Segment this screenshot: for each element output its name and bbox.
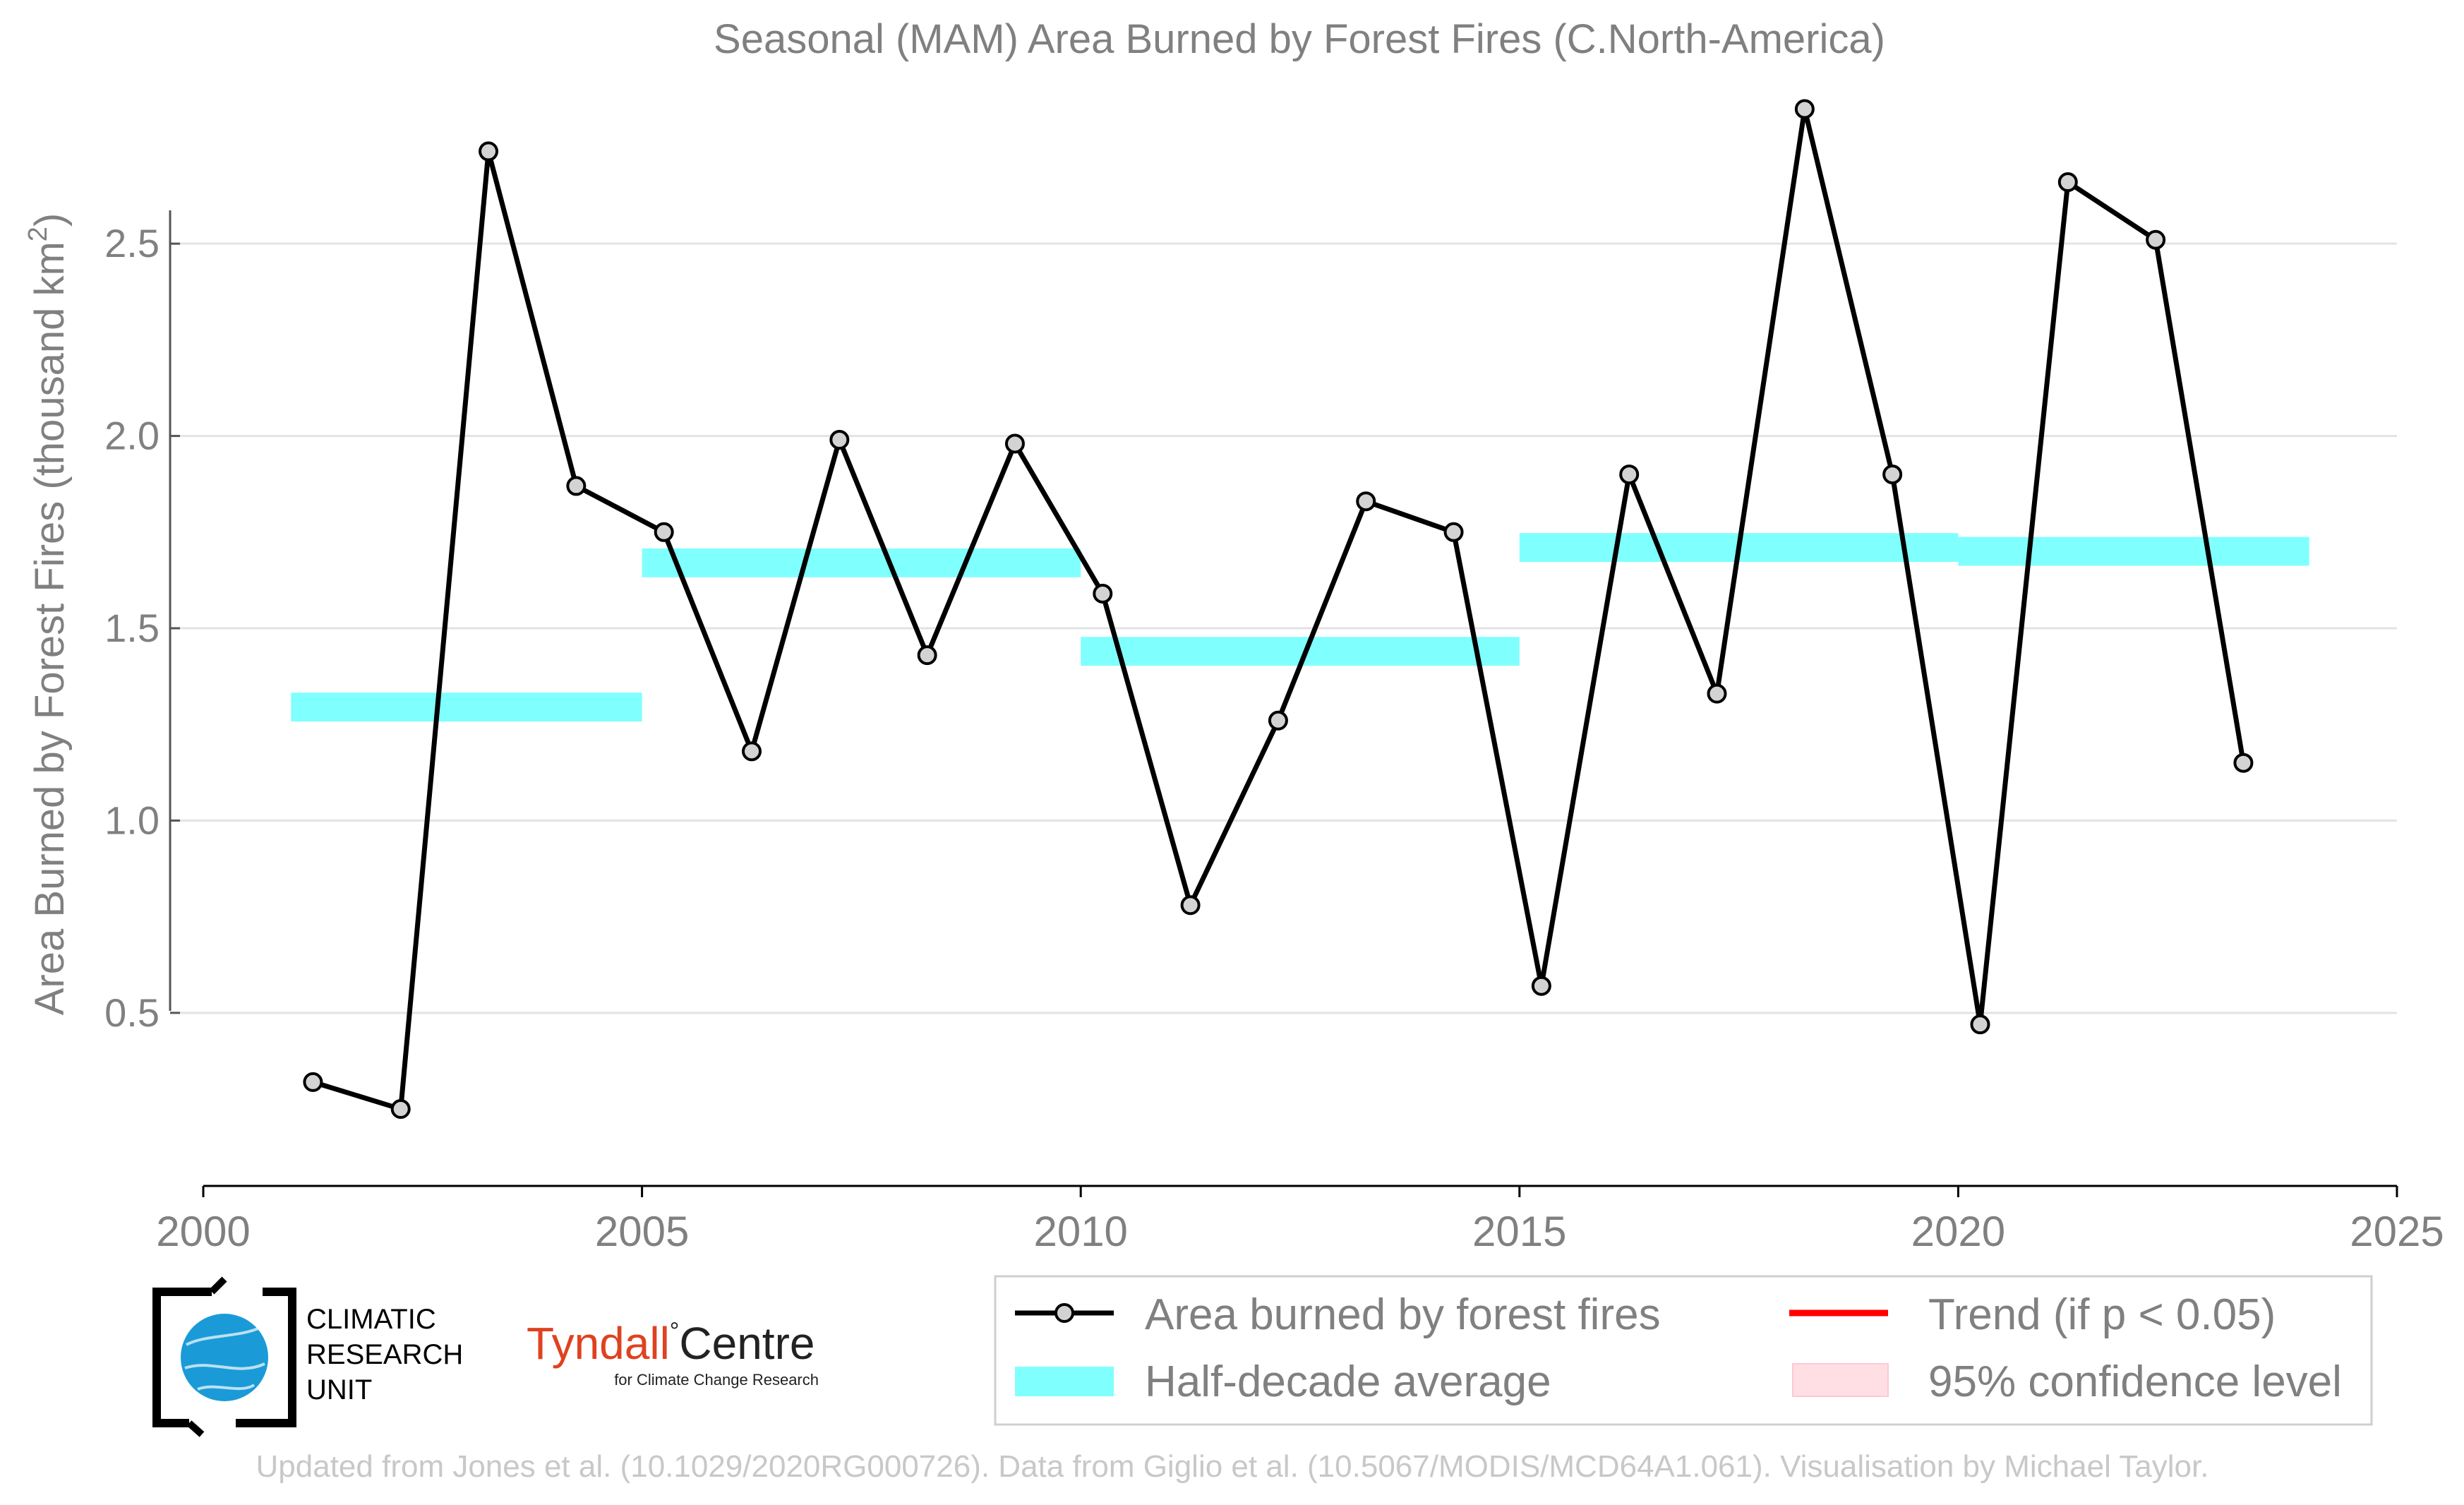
- data-point: [654, 522, 674, 542]
- y-axis-label-close: ): [27, 213, 73, 227]
- cru-logo-slash-bottom: [186, 1420, 205, 1437]
- data-point: [1531, 976, 1551, 996]
- tyndall-logo-centre: Centre: [679, 1318, 815, 1369]
- tyndall-logo-subtitle: for Climate Change Research: [614, 1371, 819, 1389]
- cru-logo-text-3: UNIT: [306, 1374, 372, 1405]
- cru-logo: CLIMATIC RESEARCH UNIT: [152, 1276, 463, 1437]
- globe-icon: [181, 1314, 268, 1401]
- data-point: [2057, 172, 2078, 192]
- half-decade-average-bar: [1958, 536, 2309, 566]
- data-point: [1004, 433, 1025, 454]
- series-line: [312, 106, 2246, 1112]
- data-point: [1268, 710, 1288, 731]
- half-decade-average-bar: [291, 692, 642, 722]
- x-axis: 2000 2005 2010 2015 2020 2025: [156, 1185, 2444, 1255]
- y-tick-label: 1.5: [104, 606, 160, 650]
- y-tick-label: 2.0: [104, 414, 160, 458]
- x-tick-label: 2000: [156, 1208, 250, 1255]
- tyndall-logo-degree: °: [670, 1318, 680, 1345]
- half-decade-average-bar: [642, 548, 1081, 577]
- y-axis-label-sup: 2: [23, 227, 53, 241]
- data-point: [1443, 522, 1464, 542]
- tyndall-logo-name: Tyndall: [527, 1318, 670, 1369]
- series-layer: [303, 99, 2254, 1120]
- data-point: [1093, 583, 1113, 604]
- x-tick-label: 2015: [1472, 1208, 1566, 1255]
- data-point: [2146, 229, 2166, 250]
- x-tick-label: 2020: [1911, 1208, 2005, 1255]
- credit-line: Updated from Jones et al. (10.1029/2020R…: [256, 1449, 2209, 1484]
- legend: Area burned by forest fires Half-decade …: [994, 1275, 2373, 1426]
- data-point: [1970, 1014, 1990, 1035]
- data-point: [829, 430, 850, 450]
- data-point: [1619, 464, 1640, 485]
- legend-label-series: Area burned by forest fires: [1145, 1290, 1661, 1339]
- y-axis: 0.5 1.0 1.5 2.0 2.5: [104, 210, 180, 1035]
- globe-icon-contour-2: [184, 1362, 265, 1370]
- data-point: [390, 1099, 411, 1120]
- legend-symbol-marker: [1054, 1303, 1074, 1323]
- y-tick-label: 0.5: [104, 990, 160, 1035]
- data-point: [917, 645, 937, 666]
- data-point: [303, 1072, 323, 1092]
- legend-label-average: Half-decade average: [1145, 1357, 1551, 1406]
- y-axis-label: Area Burned by Forest Fires (thousand km…: [23, 213, 73, 1016]
- globe-icon-contour-1: [186, 1326, 262, 1346]
- tyndall-logo: Tyndall°Centre for Climate Change Resear…: [527, 1318, 819, 1389]
- globe-icon-contour-3: [197, 1384, 256, 1391]
- data-point: [1180, 895, 1201, 916]
- x-tick-label: 2025: [2350, 1208, 2444, 1255]
- data-point: [1794, 99, 1815, 119]
- chart-title: Seasonal (MAM) Area Burned by Forest Fir…: [714, 16, 1885, 62]
- data-point: [1356, 491, 1376, 512]
- x-tick-label: 2005: [595, 1208, 689, 1255]
- grid-lines: [180, 242, 2397, 1014]
- tyndall-logo-title: Tyndall°Centre: [527, 1318, 815, 1369]
- legend-box: [994, 1275, 2373, 1426]
- cru-logo-bracket-left: [152, 1288, 212, 1427]
- y-axis-label-main: Area Burned by Forest Fires (thousand km: [27, 241, 73, 1015]
- y-tick-label: 2.5: [104, 221, 160, 265]
- cru-logo-text-2: RESEARCH: [306, 1339, 463, 1370]
- cru-logo-bracket-right: [236, 1288, 296, 1427]
- cru-logo-slash-top: [209, 1276, 227, 1295]
- data-point: [1882, 464, 1903, 485]
- legend-label-confidence: 95% confidence level: [1928, 1357, 2342, 1406]
- data-point: [2233, 752, 2254, 773]
- data-point: [742, 741, 762, 762]
- data-point: [566, 476, 587, 496]
- legend-symbol-confidence: [1792, 1363, 1889, 1397]
- legend-label-trend: Trend (if p < 0.05): [1928, 1290, 2276, 1339]
- y-tick-label: 1.0: [104, 798, 160, 842]
- legend-symbol-band: [1015, 1367, 1114, 1396]
- cru-logo-text-1: CLIMATIC: [306, 1304, 436, 1335]
- x-tick-label: 2010: [1033, 1208, 1127, 1255]
- data-point: [1707, 683, 1727, 704]
- data-point: [479, 141, 499, 162]
